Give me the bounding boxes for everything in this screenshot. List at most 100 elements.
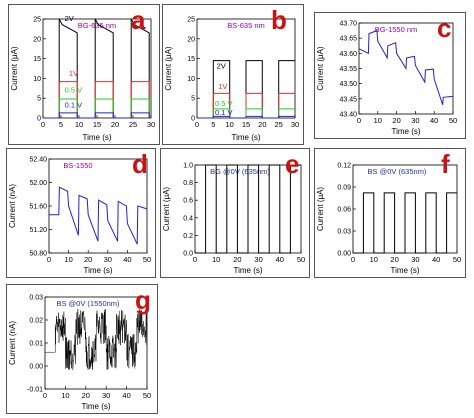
- x-tick-label: 0: [41, 120, 45, 129]
- y-axis-label: Current (nA): [8, 184, 17, 228]
- x-tick-label: 20: [82, 391, 90, 400]
- panel-b: 0 5 10 15 20 25 30 0 5 10 15 20 25 Time (s) Current (μ…: [162, 4, 304, 145]
- y-tick-label: 20: [33, 36, 41, 43]
- panel-a: 0 5 10 15 20 25 30 0 5 10 15 20 25 Time (s) Current (μ…: [8, 4, 160, 145]
- chart-title: BS @0V (635nm): [368, 167, 427, 176]
- chart-f: 0 10 20 30 40 50 0.00 0.03 0.06 0.09 0.12 Time (s) C…: [316, 163, 461, 276]
- y-tick-label: 5: [191, 96, 195, 103]
- y-tick-label: 0.03: [337, 229, 351, 236]
- y-tick-label: 43.40: [339, 112, 357, 119]
- x-tick-label: 30: [411, 116, 419, 125]
- series-line-2V: [43, 18, 151, 119]
- chart-b: 0 5 10 15 20 25 30 0 5 10 15 20 25 Time (s) Current (μ…: [164, 17, 299, 143]
- x-tick-label: 5: [59, 120, 63, 129]
- chart-c: 0 10 20 30 40 50 43.40 43.45 43.50 43.55 43.60 43.6…: [316, 21, 457, 137]
- series-line-0.1V: [43, 112, 151, 119]
- y-tick-label: 0.2: [183, 233, 193, 240]
- chart-a: 0 5 10 15 20 25 30 0 5 10 15 20 25 Time (s) Current (μ…: [10, 14, 155, 142]
- series-annotation: 1V: [69, 69, 78, 78]
- y-tick-label: 0.0: [183, 251, 193, 258]
- x-tick-label: 20: [392, 116, 400, 125]
- y-tick-label: 25: [187, 17, 195, 24]
- y-axis-label: Current (μA): [316, 187, 325, 232]
- y-tick-label: 10: [33, 76, 41, 83]
- panel-f: 0 10 20 30 40 50 0.00 0.03 0.06 0.09 0.12 Time (s) C…: [314, 148, 466, 278]
- y-tick-label: 43.45: [339, 96, 357, 103]
- panel-letter: f: [441, 149, 450, 179]
- y-tick-label: 0: [37, 116, 41, 123]
- y-tick-label: 51.60: [29, 204, 47, 211]
- y-axis-label: Current (μA): [10, 46, 19, 91]
- series-line-1V: [197, 92, 295, 119]
- panel-letter: c: [437, 13, 452, 43]
- x-tick-label: 40: [432, 255, 440, 264]
- y-tick-label: 0.01: [29, 341, 43, 348]
- x-axis-label: Time (s): [233, 266, 262, 275]
- x-tick-label: 0: [195, 120, 199, 129]
- x-tick-label: 0: [357, 116, 361, 125]
- y-tick-label: 5: [37, 96, 41, 103]
- chart-title: BS-1550: [63, 161, 92, 170]
- y-tick-label: -0.01: [27, 387, 43, 394]
- chart-title: BG-1550 nm: [375, 25, 418, 34]
- panel-c: 0 10 20 30 40 50 43.40 43.45 43.50 43.55 43.60 43.6…: [314, 12, 466, 139]
- panel-g: 0 10 20 30 40 50 -0.01 0.00 0.01 0.02 0.03 Time (s)…: [6, 284, 158, 414]
- y-tick-label: 43.55: [339, 66, 357, 73]
- y-tick-label: 20: [187, 36, 195, 43]
- y-tick-label: 52.40: [29, 157, 47, 164]
- y-tick-label: 0.02: [29, 318, 43, 325]
- x-tick-label: 50: [143, 391, 151, 400]
- panel-e: 0 10 20 30 40 50 0.0 0.2 0.4 0.6 0.8 1.0 Time (s) Cur…: [160, 148, 310, 278]
- x-axis-label: Time (s): [83, 266, 112, 275]
- x-tick-label: 30: [254, 255, 262, 264]
- chart-d: 0 10 20 30 40 50 50.80 51.20 51.60 52.00 52.40 Time…: [8, 157, 151, 276]
- series-line: [49, 186, 148, 245]
- y-tick-label: 0.4: [183, 215, 193, 222]
- series-line: [195, 164, 301, 254]
- panel-letter: a: [131, 5, 146, 35]
- x-tick-label: 20: [233, 255, 241, 264]
- x-tick-label: 10: [374, 116, 382, 125]
- panel-letter: d: [132, 149, 148, 179]
- y-axis-label: Current (μA): [164, 46, 173, 91]
- x-tick-label: 20: [111, 120, 119, 129]
- x-axis-label: Time (s): [82, 133, 111, 142]
- y-axis-label: Current (μA): [162, 187, 171, 232]
- y-tick-label: 25: [33, 17, 41, 24]
- x-tick-label: 0: [43, 391, 47, 400]
- series-annotation: 1V: [218, 82, 227, 91]
- x-tick-label: 40: [123, 255, 131, 264]
- y-axis-label: Current (μA): [316, 46, 325, 91]
- y-axis-label: Current (nA): [8, 321, 17, 365]
- x-tick-label: 10: [370, 255, 378, 264]
- chart-title: BS @0V (1550nm): [56, 299, 120, 308]
- chart-title: BG @0V (635nm): [210, 167, 270, 176]
- x-tick-label: 15: [93, 120, 101, 129]
- series-annotation: 0.5 V: [215, 99, 233, 108]
- x-tick-label: 40: [122, 391, 130, 400]
- x-tick-label: 20: [390, 255, 398, 264]
- x-tick-label: 10: [61, 391, 69, 400]
- series-line-0.1V: [197, 115, 295, 119]
- x-tick-label: 10: [225, 120, 233, 129]
- y-tick-label: 52.00: [29, 180, 47, 187]
- x-tick-label: 10: [212, 255, 220, 264]
- chart-g: 0 10 20 30 40 50 -0.01 0.00 0.01 0.02 0.03 Time (s)…: [8, 295, 151, 412]
- y-tick-label: 0.03: [29, 295, 43, 302]
- series-line: [353, 192, 457, 254]
- series-annotation: 0.1 V: [65, 101, 83, 110]
- series-line: [358, 29, 454, 106]
- y-tick-label: 0.09: [337, 185, 351, 192]
- x-tick-label: 50: [143, 255, 151, 264]
- x-tick-label: 30: [104, 255, 112, 264]
- series-line-0.5V: [197, 108, 295, 119]
- series-annotation: 2V: [217, 62, 226, 71]
- x-tick-label: 50: [297, 255, 305, 264]
- y-tick-label: 50.80: [29, 251, 47, 258]
- y-tick-label: 1.0: [183, 163, 193, 170]
- series-annotation: 0.1 V: [215, 108, 233, 117]
- chart-title: BG-635 nm: [78, 21, 116, 30]
- y-tick-label: 43.50: [339, 81, 357, 88]
- x-tick-label: 30: [147, 120, 155, 129]
- x-tick-label: 50: [449, 116, 457, 125]
